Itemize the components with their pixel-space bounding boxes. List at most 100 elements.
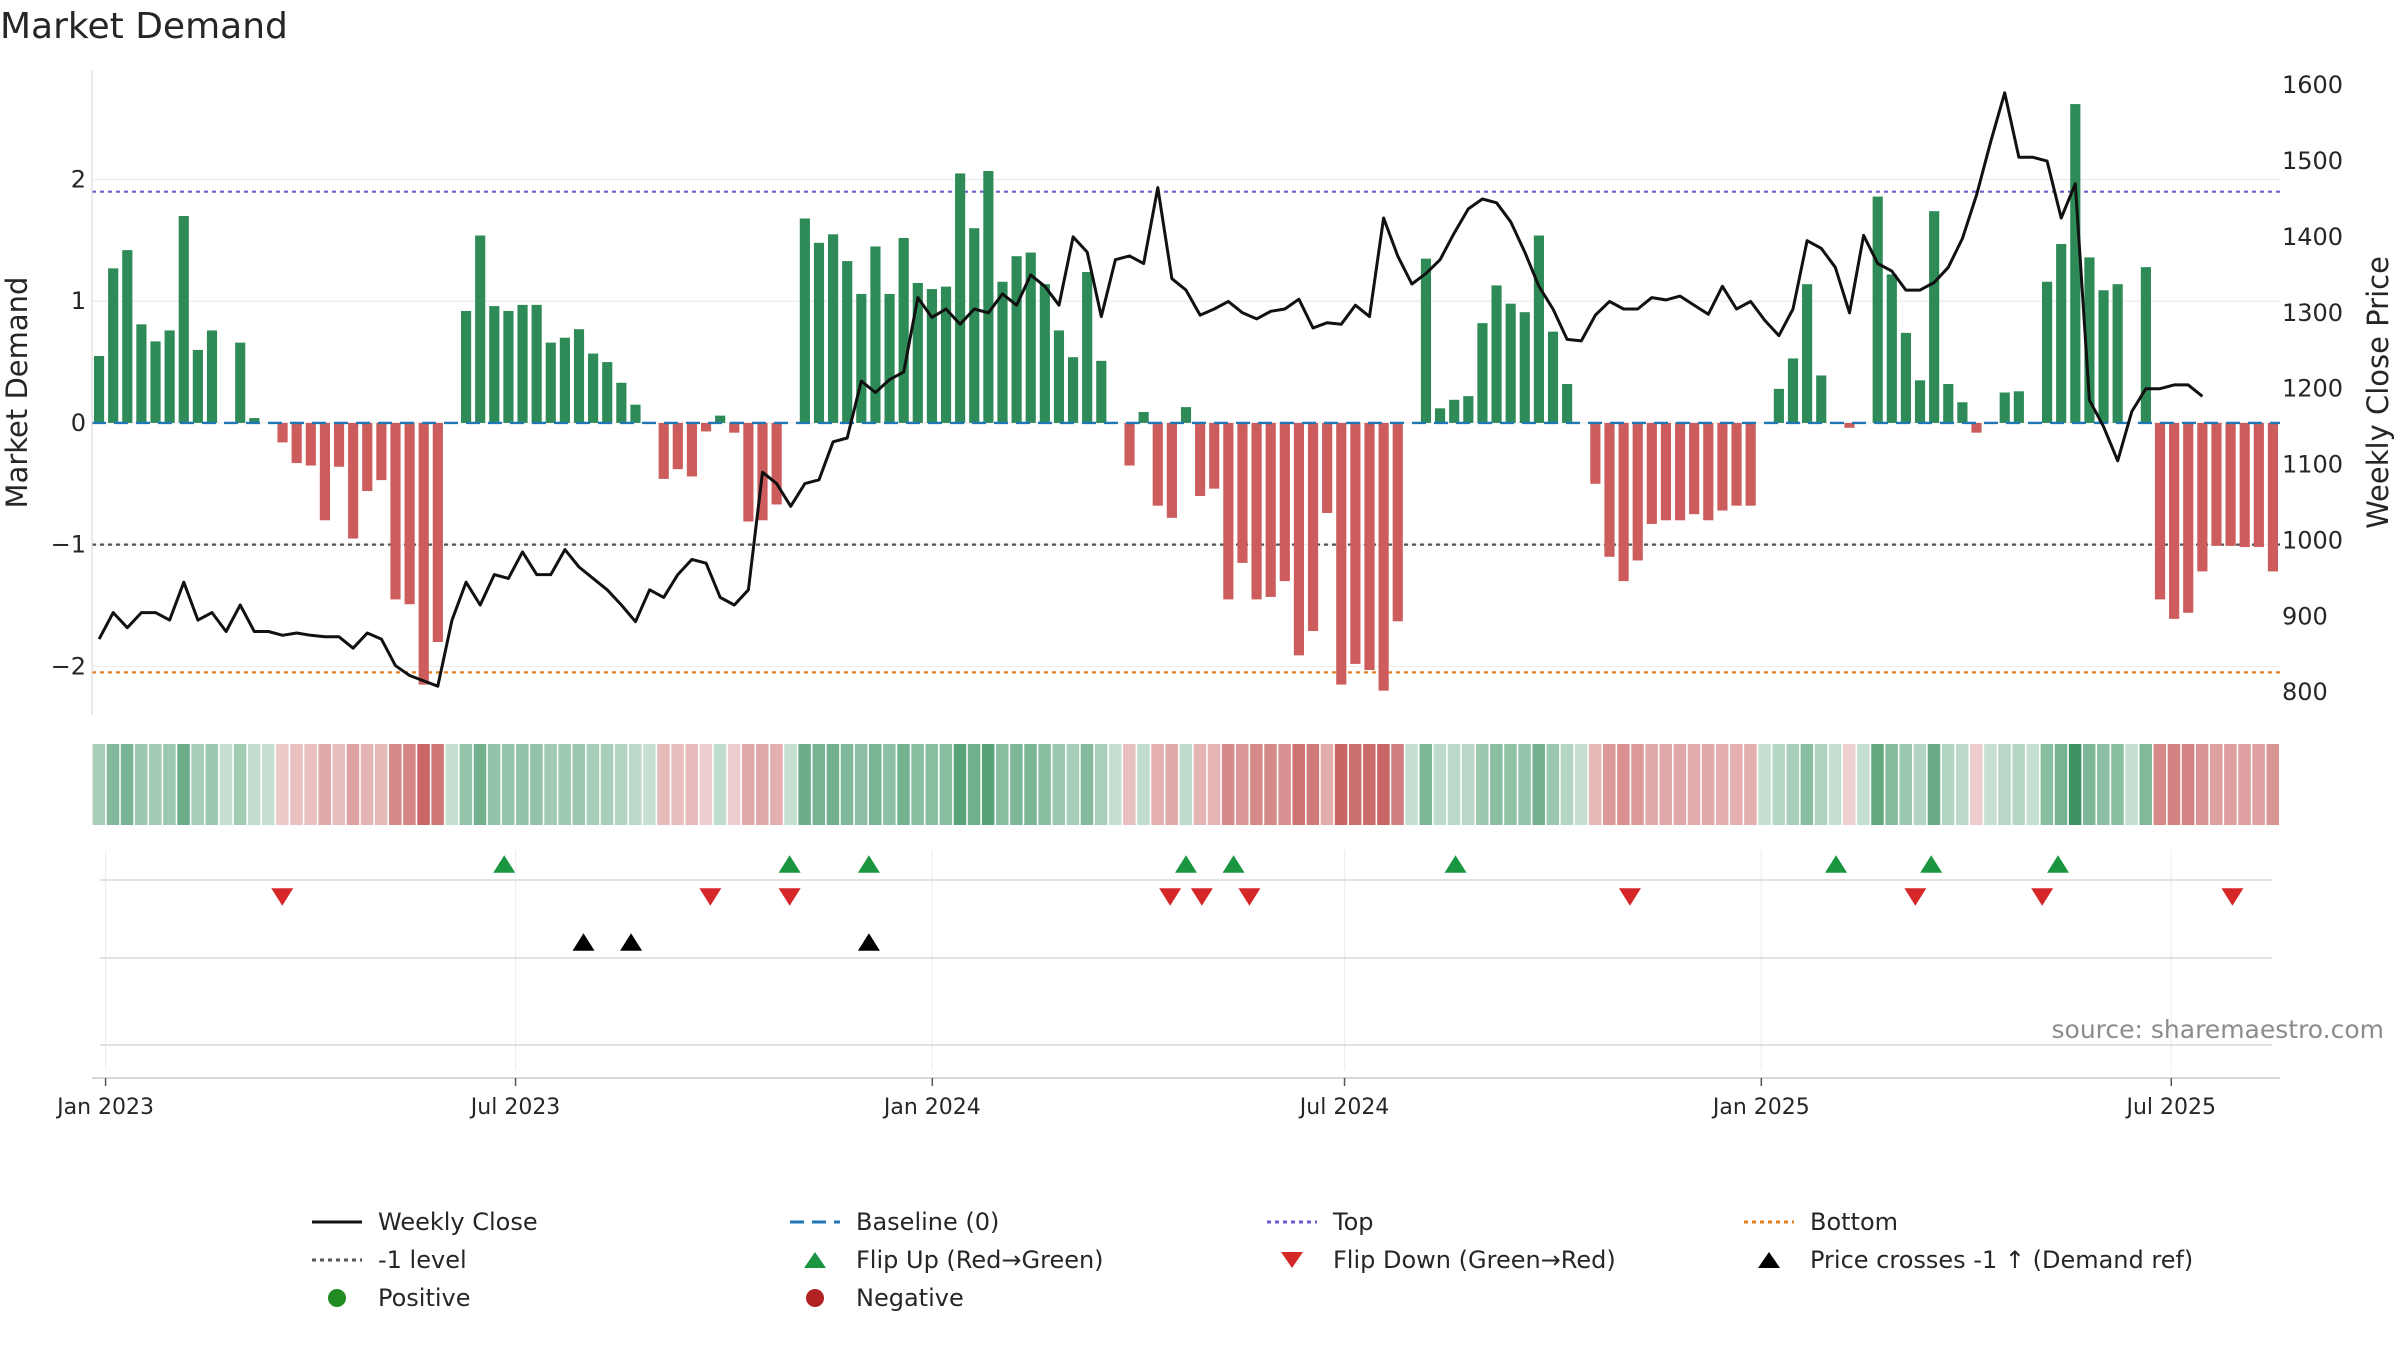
- tri-down-legend-icon: [1281, 1252, 1303, 1268]
- price-cross-marker: [620, 933, 643, 951]
- demand-bar: [1632, 422, 1643, 561]
- strip-cell: [558, 744, 571, 825]
- demand-bar: [1435, 408, 1446, 423]
- strip-cell: [2040, 744, 2054, 825]
- legend-label: Baseline (0): [856, 1208, 1000, 1236]
- strip-cell: [629, 744, 642, 825]
- y2-tick-label: 1100: [2282, 451, 2343, 479]
- strip-cell: [1518, 744, 1531, 825]
- demand-bar: [1914, 380, 1926, 423]
- strip-cell: [1998, 744, 2011, 825]
- demand-bar: [1166, 422, 1177, 518]
- legend-item: Baseline (0): [778, 1205, 999, 1239]
- demand-bar: [418, 422, 429, 685]
- demand-bar: [1420, 258, 1432, 423]
- demand-bar: [969, 228, 980, 423]
- strip-cell: [1645, 744, 1658, 825]
- strip-cell: [417, 744, 430, 825]
- strip-cell: [177, 744, 190, 825]
- demand-bar: [1477, 323, 1488, 423]
- strip-cell: [1941, 744, 1955, 825]
- flip-down-marker: [2221, 888, 2244, 906]
- demand-bar: [658, 422, 669, 479]
- strip-cell: [1984, 744, 1997, 825]
- demand-bar: [206, 330, 218, 423]
- x-axis: Jan 2023 Jul 2023 Jan 2024 Jul 2024 Jan 2025…: [55, 1077, 2280, 1120]
- demand-bar: [700, 422, 712, 432]
- demand-bar: [2211, 422, 2222, 546]
- strip-cell: [92, 744, 106, 825]
- demand-bar: [503, 310, 514, 423]
- flip-down-marker: [778, 888, 801, 906]
- legend-label: Flip Down (Green→Red): [1333, 1246, 1616, 1274]
- y2-tick-label: 1400: [2282, 223, 2343, 251]
- demand-bar: [305, 422, 316, 466]
- flip-down-marker: [271, 888, 294, 906]
- demand-bar: [2013, 391, 2024, 423]
- strip-cell: [1052, 744, 1066, 825]
- flip-down-marker: [1159, 888, 1182, 906]
- demand-bar: [559, 337, 570, 423]
- strip-cell: [868, 744, 882, 825]
- strip-cell: [2054, 744, 2068, 825]
- demand-bar: [1816, 375, 1827, 423]
- demand-bar: [1689, 422, 1700, 515]
- strip-cell: [1617, 744, 1630, 825]
- legend-label: Top: [1333, 1208, 1374, 1236]
- demand-bar: [1519, 312, 1530, 423]
- strip-cell: [1278, 744, 1291, 825]
- strip-cell: [1927, 744, 1941, 825]
- flip-up-marker: [857, 855, 880, 873]
- price-line-layer: [97, 91, 2204, 688]
- tri-up-legend-icon: [804, 1252, 826, 1268]
- strip-cell: [1475, 744, 1489, 825]
- strip-cell: [219, 744, 233, 825]
- demand-bar: [1703, 422, 1714, 521]
- strip-cell: [1250, 744, 1263, 825]
- demand-bar: [1660, 422, 1672, 521]
- strip-cell: [332, 744, 346, 825]
- demand-bar: [2197, 422, 2208, 572]
- y2-tick-label: 800: [2282, 678, 2328, 706]
- demand-bar: [249, 418, 260, 423]
- demand-bar: [1053, 330, 1065, 423]
- strip-cell: [431, 744, 444, 825]
- weekly-close-line: [97, 91, 2204, 688]
- strip-cell: [2252, 744, 2265, 825]
- tri-up-legend-icon: [1758, 1252, 1780, 1268]
- strip-cell: [798, 744, 811, 825]
- demand-bar: [715, 415, 726, 423]
- demand-bar: [2112, 284, 2123, 423]
- strip-cell: [1730, 744, 1743, 825]
- legend-label: Positive: [378, 1284, 471, 1312]
- strip-cell: [2068, 744, 2082, 825]
- demand-bar: [1999, 392, 2010, 423]
- demand-bar: [1787, 358, 1799, 423]
- strip-cell: [1080, 744, 1094, 825]
- y-tick-label: −2: [51, 652, 86, 680]
- flip-up-marker: [1222, 855, 1245, 873]
- circle-legend-icon: [328, 1289, 346, 1307]
- strip-cell: [1504, 744, 1517, 825]
- demand-bar: [1180, 407, 1192, 423]
- strip-cell: [2153, 744, 2167, 825]
- demand-bar: [588, 353, 599, 423]
- demand-bar: [870, 246, 881, 423]
- strip-cell: [685, 744, 698, 825]
- strip-cell: [1758, 744, 1771, 825]
- demand-bar: [1209, 422, 1220, 489]
- demand-bar: [955, 173, 966, 423]
- demand-bar: [1449, 399, 1460, 423]
- demand-bar: [2084, 257, 2095, 423]
- demand-bar: [178, 216, 189, 423]
- strip-cell: [2012, 744, 2025, 825]
- demand-bar: [489, 306, 500, 423]
- strip-cell: [1447, 744, 1461, 825]
- y2-axis-title: Weekly Close Price: [2361, 256, 2395, 529]
- strip-cell: [1772, 744, 1785, 825]
- signal-markers: [100, 855, 2272, 1046]
- flip-down-marker: [2031, 888, 2054, 906]
- demand-bar: [93, 355, 105, 423]
- demand-bar: [108, 268, 119, 423]
- axes: −2 −1 0 1 2 800 900 1000 1100 1200 1300 1400 1500 160…: [0, 70, 2395, 715]
